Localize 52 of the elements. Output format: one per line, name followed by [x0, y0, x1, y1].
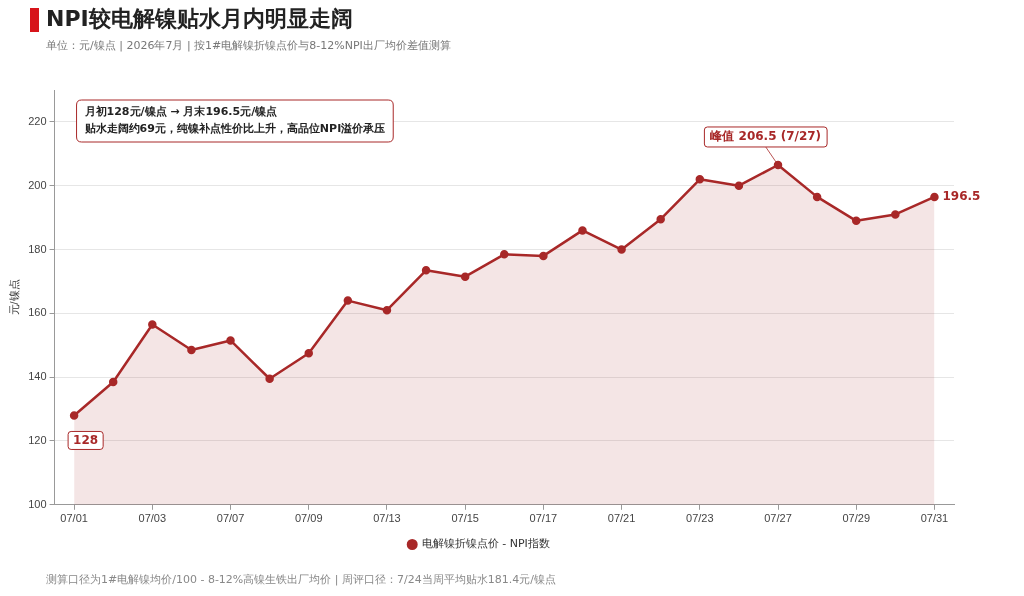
- point: [460, 272, 470, 281]
- y-tick-label: 100: [28, 497, 47, 510]
- y-axis-title: 元/镍点: [7, 279, 20, 316]
- x-tick-label: 07/21: [607, 512, 636, 525]
- point: [695, 175, 705, 184]
- x-tick-label: 07/01: [60, 512, 88, 525]
- point: [421, 266, 431, 275]
- point: [539, 251, 548, 261]
- x-tick-label: 07/09: [294, 512, 323, 525]
- point: [734, 181, 744, 190]
- point: [226, 336, 235, 345]
- point: [930, 192, 939, 202]
- chart-subtitle: 单位：元/镍点 | 2026年7月 | 按1#电解镍折镍点价与8-12%NPI出厂均价差值测算: [46, 38, 451, 53]
- legend-label: 电解镍折镍点价 - NPI指数: [421, 537, 550, 551]
- point: [851, 216, 861, 226]
- point: [265, 374, 274, 384]
- x-tick-label: 07/15: [451, 512, 479, 525]
- y-tick-label: 160: [28, 306, 47, 319]
- y-tick-label: 180: [28, 242, 47, 255]
- y-tick-label: 200: [28, 178, 47, 191]
- y-tick-label: 140: [28, 370, 47, 383]
- x-tick-label: 07/13: [373, 512, 401, 525]
- point: [656, 214, 665, 224]
- point: [617, 245, 626, 254]
- point: [69, 411, 79, 420]
- x-tick-label: 07/31: [920, 512, 949, 525]
- text: 测算口径为1#电解镍均价/100 - 8-12%高镍生铁出厂均价 | 周评口径：7/24当周平均贴水181.4元/镍点: [46, 572, 556, 587]
- chart-title: NPI较电解镍贴水月内明显走阔: [46, 5, 353, 33]
- data-label: 196.5: [942, 189, 981, 204]
- annotation: 月初128元/镍点 → 月末196.5元/镍点: [83, 104, 278, 118]
- point: [773, 160, 783, 170]
- point: [187, 345, 196, 355]
- y-tick-label: 120: [28, 434, 47, 447]
- x-tick-label: 07/03: [138, 512, 167, 525]
- point: [108, 377, 118, 387]
- point: [578, 226, 587, 235]
- data-label: 128: [73, 432, 99, 447]
- x-tick-label: 07/17: [529, 512, 558, 525]
- x-tick-label: 07/27: [764, 512, 792, 525]
- point: [382, 305, 392, 315]
- annotation: 峰值 206.5 (7/27): [710, 129, 822, 144]
- point: [304, 348, 313, 358]
- annotation: 贴水走阔约69元，纯镍补点性价比上升，高品位NPI溢价承压: [83, 121, 386, 135]
- point: [500, 250, 509, 259]
- x-tick-label: 07/07: [216, 512, 245, 525]
- y-tick-label: 220: [28, 114, 47, 127]
- point: [891, 210, 900, 219]
- x-tick-label: 07/29: [842, 512, 870, 525]
- point: [812, 192, 822, 202]
- point: [343, 296, 353, 305]
- point: [148, 320, 157, 329]
- x-tick-label: 07/23: [686, 512, 714, 525]
